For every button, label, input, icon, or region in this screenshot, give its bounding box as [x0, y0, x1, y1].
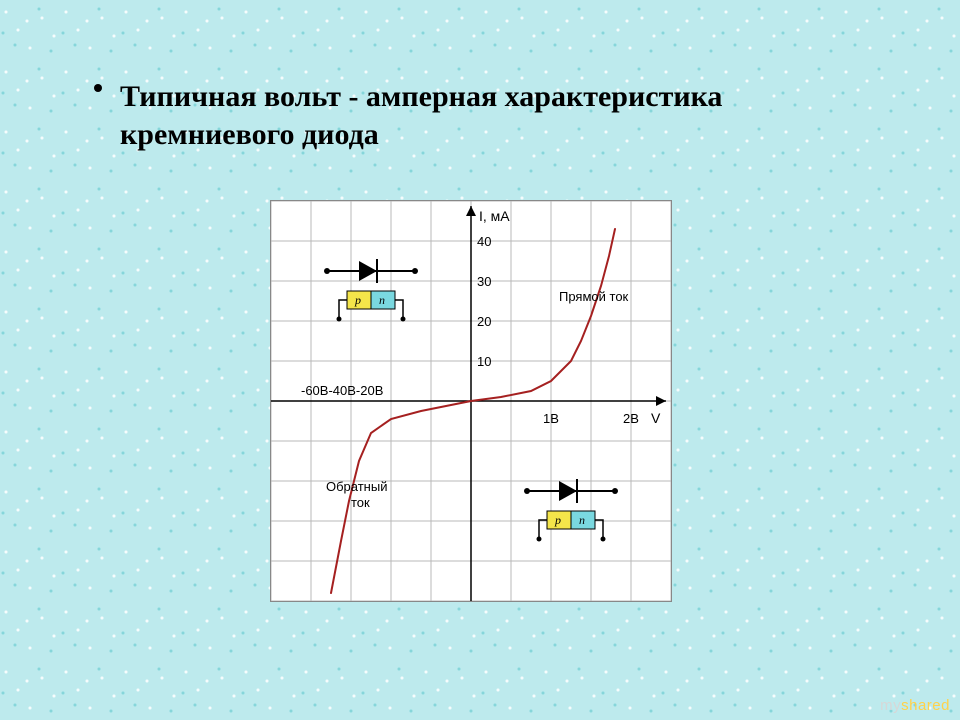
bullet-icon [94, 84, 102, 92]
diode-forward-icon: pn [524, 479, 618, 542]
svg-text:10: 10 [477, 354, 491, 369]
watermark-plain: my [880, 697, 901, 714]
x-tick-labels: -60В-40В-20В 1В 2В [301, 383, 639, 426]
svg-text:40: 40 [477, 234, 491, 249]
diode-reverse-icon: pn [324, 259, 418, 322]
svg-text:1В: 1В [543, 411, 559, 426]
title-block: Типичная вольт - амперная характеристика… [120, 78, 870, 153]
svg-text:n: n [379, 293, 385, 307]
slide-title: Типичная вольт - амперная характеристика… [120, 78, 870, 153]
watermark: myshared [880, 697, 950, 714]
forward-current-label: Прямой ток [559, 289, 629, 304]
svg-text:p: p [554, 513, 561, 527]
iv-curve-chart: 10 20 30 40 -60В-40В-20В 1В 2В I, мА V Прямой… [270, 200, 672, 602]
slide: Типичная вольт - амперная характеристика… [0, 0, 960, 720]
svg-text:p: p [354, 293, 361, 307]
watermark-accent: shared [901, 697, 950, 714]
svg-text:20: 20 [477, 314, 491, 329]
svg-text:n: n [579, 513, 585, 527]
svg-text:2В: 2В [623, 411, 639, 426]
chart-svg: 10 20 30 40 -60В-40В-20В 1В 2В I, мА V Прямой… [271, 201, 671, 601]
y-tick-labels: 10 20 30 40 [477, 234, 491, 369]
reverse-current-label: Обратный [326, 479, 387, 494]
svg-text:-60В-40В-20В: -60В-40В-20В [301, 383, 383, 398]
svg-text:30: 30 [477, 274, 491, 289]
y-axis-label: I, мА [479, 208, 510, 224]
iv-curve [331, 229, 615, 593]
x-axis-label: V [651, 410, 661, 426]
reverse-current-label-2: ток [351, 495, 370, 510]
